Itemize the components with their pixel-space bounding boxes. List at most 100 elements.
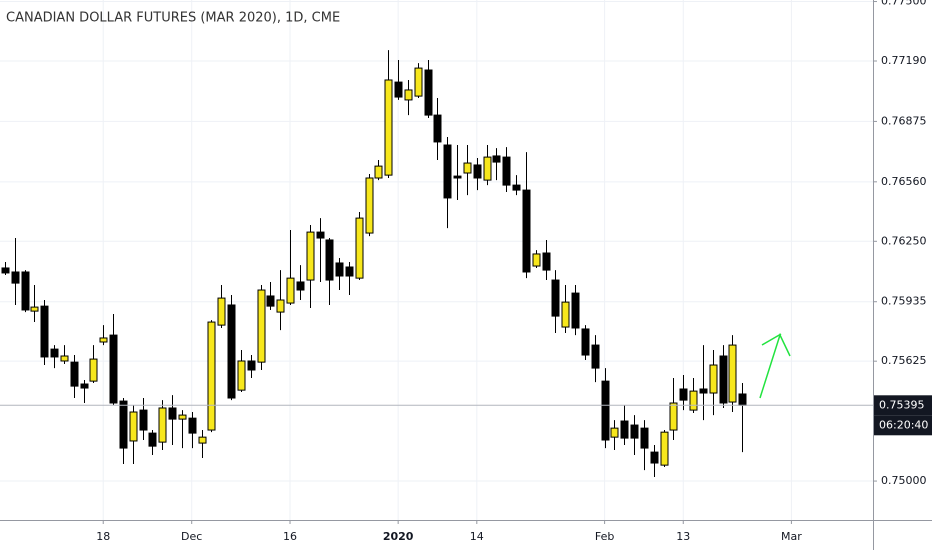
y-tick-label: 0.75625 bbox=[881, 354, 927, 367]
candle-body bbox=[306, 231, 315, 281]
candle-body bbox=[158, 407, 167, 443]
candle-body bbox=[60, 355, 69, 362]
candle-body bbox=[660, 431, 669, 466]
candle-body bbox=[689, 390, 698, 411]
candle-body bbox=[374, 165, 383, 179]
y-tick-label: 0.76875 bbox=[881, 114, 927, 127]
candle-body bbox=[99, 337, 108, 343]
countdown: 06:20:40 bbox=[879, 418, 928, 431]
candle-body bbox=[620, 420, 629, 439]
candle-body bbox=[89, 358, 98, 382]
candle-body bbox=[237, 360, 246, 391]
candle-body bbox=[404, 89, 413, 101]
candle-body bbox=[669, 402, 678, 431]
candle-body bbox=[335, 262, 344, 277]
candle-body bbox=[325, 239, 334, 281]
candles bbox=[1, 50, 747, 478]
candle-body bbox=[70, 361, 79, 387]
y-tick-label: 0.76250 bbox=[881, 234, 927, 247]
candle-body bbox=[394, 81, 403, 98]
candle-body bbox=[522, 189, 531, 273]
candle-body bbox=[296, 281, 305, 291]
candle-body bbox=[355, 217, 364, 279]
candle-body bbox=[610, 427, 619, 438]
chart-title: CANADIAN DOLLAR FUTURES (MAR 2020), 1D, … bbox=[6, 11, 340, 26]
candle-body bbox=[483, 156, 492, 181]
candle-body bbox=[276, 299, 285, 313]
candle-body bbox=[640, 427, 649, 449]
x-tick-label: Mar bbox=[781, 530, 802, 543]
candle-body bbox=[119, 400, 128, 449]
candle-body bbox=[502, 156, 511, 186]
candle-body bbox=[473, 164, 482, 179]
candle-body bbox=[453, 175, 462, 179]
candle-body bbox=[551, 279, 560, 317]
arrow-head bbox=[761, 333, 782, 346]
candle-body bbox=[424, 69, 433, 116]
candle-body bbox=[247, 360, 256, 371]
candle-body bbox=[365, 177, 374, 234]
arrow-annotation bbox=[759, 332, 791, 399]
x-tick-label: 2020 bbox=[383, 530, 414, 543]
x-tick-label: 14 bbox=[470, 530, 484, 543]
candle-body bbox=[129, 411, 138, 442]
y-tick-label: 0.77190 bbox=[881, 54, 927, 67]
candle-body bbox=[139, 409, 148, 431]
candle-body bbox=[266, 295, 275, 307]
candle-body bbox=[561, 301, 570, 328]
x-tick-label: 13 bbox=[676, 530, 690, 543]
candle-body bbox=[109, 334, 118, 404]
candle-body bbox=[601, 380, 610, 441]
candle-body bbox=[345, 266, 354, 277]
last-price-box bbox=[874, 395, 932, 416]
x-tick-label: Dec bbox=[181, 530, 202, 543]
y-tick-label: 0.75935 bbox=[881, 295, 927, 308]
candle-body bbox=[433, 114, 442, 143]
candle-body bbox=[532, 253, 541, 267]
candle-body bbox=[571, 292, 580, 329]
candle-body bbox=[188, 417, 197, 434]
y-tick-label: 0.77500 bbox=[881, 0, 927, 8]
candle-body bbox=[679, 388, 688, 401]
x-tick-label: 18 bbox=[96, 530, 110, 543]
candle-body bbox=[227, 304, 236, 399]
candle-body bbox=[21, 271, 30, 311]
y-tick-label: 0.76560 bbox=[881, 175, 927, 188]
candle-body bbox=[414, 67, 423, 97]
candle-body bbox=[709, 364, 718, 394]
candle-body bbox=[316, 231, 325, 239]
candle-body bbox=[217, 297, 226, 326]
candle-body bbox=[719, 355, 728, 404]
candle-body bbox=[80, 383, 89, 389]
countdown-box bbox=[874, 415, 932, 436]
candle-body bbox=[1, 267, 10, 274]
candle-body bbox=[728, 344, 737, 403]
candle-body bbox=[542, 252, 551, 271]
candle-body bbox=[630, 424, 639, 439]
candle-body bbox=[443, 144, 452, 199]
candle-body bbox=[50, 348, 59, 358]
last-price-label: 0.75395 bbox=[879, 398, 925, 411]
candle-body bbox=[178, 414, 187, 420]
candle-body bbox=[168, 407, 177, 420]
candle-body bbox=[384, 79, 393, 176]
candle-body bbox=[581, 328, 590, 356]
candle-body bbox=[463, 162, 472, 174]
candle-body bbox=[148, 432, 157, 447]
candle-body bbox=[512, 184, 521, 191]
candle-body bbox=[699, 388, 708, 394]
candle-body bbox=[30, 306, 39, 312]
candle-body bbox=[40, 305, 49, 358]
candle-body bbox=[650, 451, 659, 464]
candle-body bbox=[198, 436, 207, 444]
x-tick-label: Feb bbox=[595, 530, 614, 543]
candle-body bbox=[738, 393, 747, 406]
candle-body bbox=[286, 277, 295, 304]
candle-body bbox=[11, 271, 20, 284]
candle-body bbox=[591, 344, 600, 369]
y-tick-label: 0.75000 bbox=[881, 474, 927, 487]
candle-body bbox=[257, 289, 266, 363]
x-tick-label: 16 bbox=[283, 530, 297, 543]
candle-body bbox=[207, 321, 216, 431]
